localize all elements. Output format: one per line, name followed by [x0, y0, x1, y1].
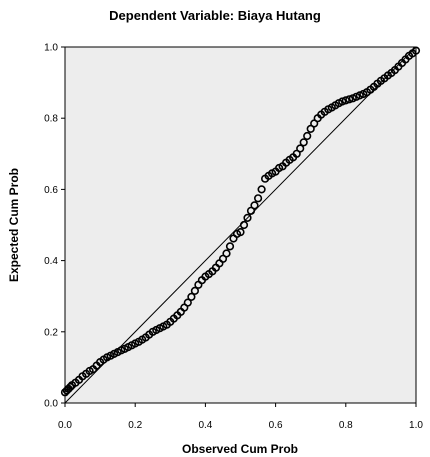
y-tick-label: 0.0 [44, 399, 58, 410]
y-axis-title: Expected Cum Prob [7, 168, 21, 282]
y-axis-ticks: 0.0 0.2 0.4 0.6 0.8 1.0 [44, 43, 65, 410]
data-point [66, 382, 75, 392]
data-point [303, 131, 312, 141]
data-point [236, 228, 245, 237]
x-axis-ticks: 0.0 0.2 0.4 0.6 0.8 1.0 [58, 403, 423, 431]
x-tick-label: 1.0 [409, 420, 423, 431]
data-point [190, 286, 199, 296]
data-point [239, 220, 249, 230]
y-tick-label: 0.4 [44, 256, 58, 267]
data-point [183, 298, 192, 307]
data-points [60, 46, 421, 397]
data-point [187, 292, 196, 302]
data-point [341, 96, 350, 105]
data-point [250, 201, 259, 210]
data-point [299, 138, 308, 147]
x-tick-label: 0.8 [339, 420, 353, 431]
data-point [243, 213, 252, 222]
chart-title: Dependent Variable: Biaya Hutang [109, 8, 321, 23]
y-tick-label: 0.6 [44, 185, 58, 196]
data-point [225, 242, 235, 251]
data-point [257, 185, 266, 194]
x-tick-label: 0.0 [58, 420, 72, 431]
data-point [411, 46, 421, 55]
x-tick-label: 0.6 [269, 420, 283, 431]
y-tick-label: 0.2 [44, 327, 58, 338]
y-tick-label: 0.8 [44, 114, 58, 125]
data-point [338, 97, 347, 106]
data-point [222, 249, 231, 258]
y-tick-label: 1.0 [44, 43, 58, 54]
x-tick-label: 0.4 [198, 420, 212, 431]
x-axis-title: Observed Cum Prob [182, 442, 298, 456]
data-point [345, 95, 354, 104]
data-point [254, 194, 263, 203]
data-point [296, 144, 305, 153]
x-tick-label: 0.2 [128, 420, 142, 431]
